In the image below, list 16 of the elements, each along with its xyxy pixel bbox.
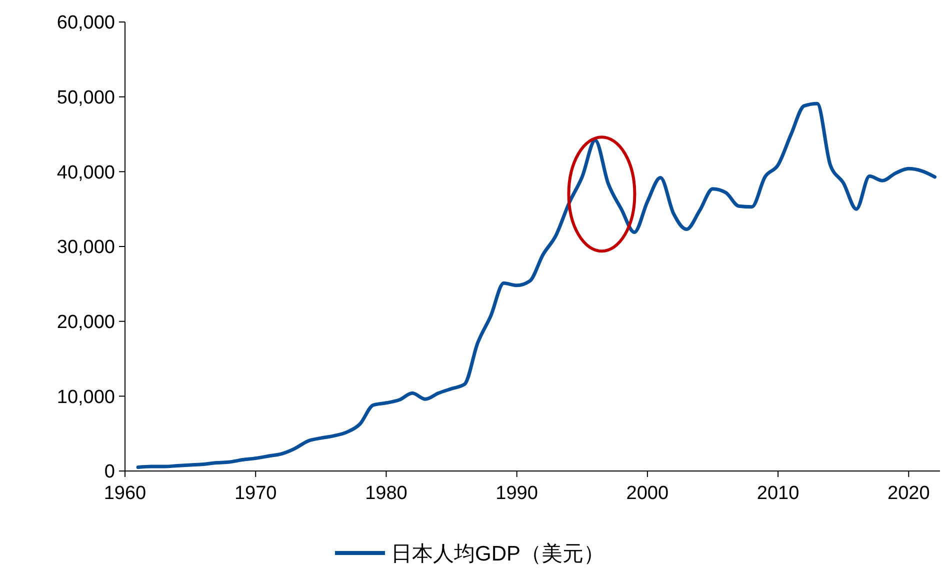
- y-tick-label: 0: [104, 462, 115, 483]
- y-tick-label: 20,000: [56, 312, 115, 333]
- x-tick-label: 2010: [756, 483, 800, 504]
- y-tick-label: 60,000: [56, 12, 115, 34]
- y-tick-label: 30,000: [56, 237, 115, 258]
- y-tick-label: 40,000: [56, 162, 115, 184]
- legend-label: 日本人均GDP（美元）: [391, 542, 605, 566]
- line-series: [136, 102, 937, 470]
- y-tick-label: 50,000: [56, 87, 115, 108]
- x-tick-label: 1960: [104, 483, 146, 504]
- y-tick-label: 10,000: [56, 386, 115, 408]
- x-tick-label: 2000: [626, 483, 669, 504]
- x-tick-label: 1990: [496, 483, 538, 504]
- x-tick-label: 1980: [365, 483, 408, 504]
- x-tick-label: 1970: [234, 483, 277, 504]
- x-tick-label: 2020: [888, 483, 930, 504]
